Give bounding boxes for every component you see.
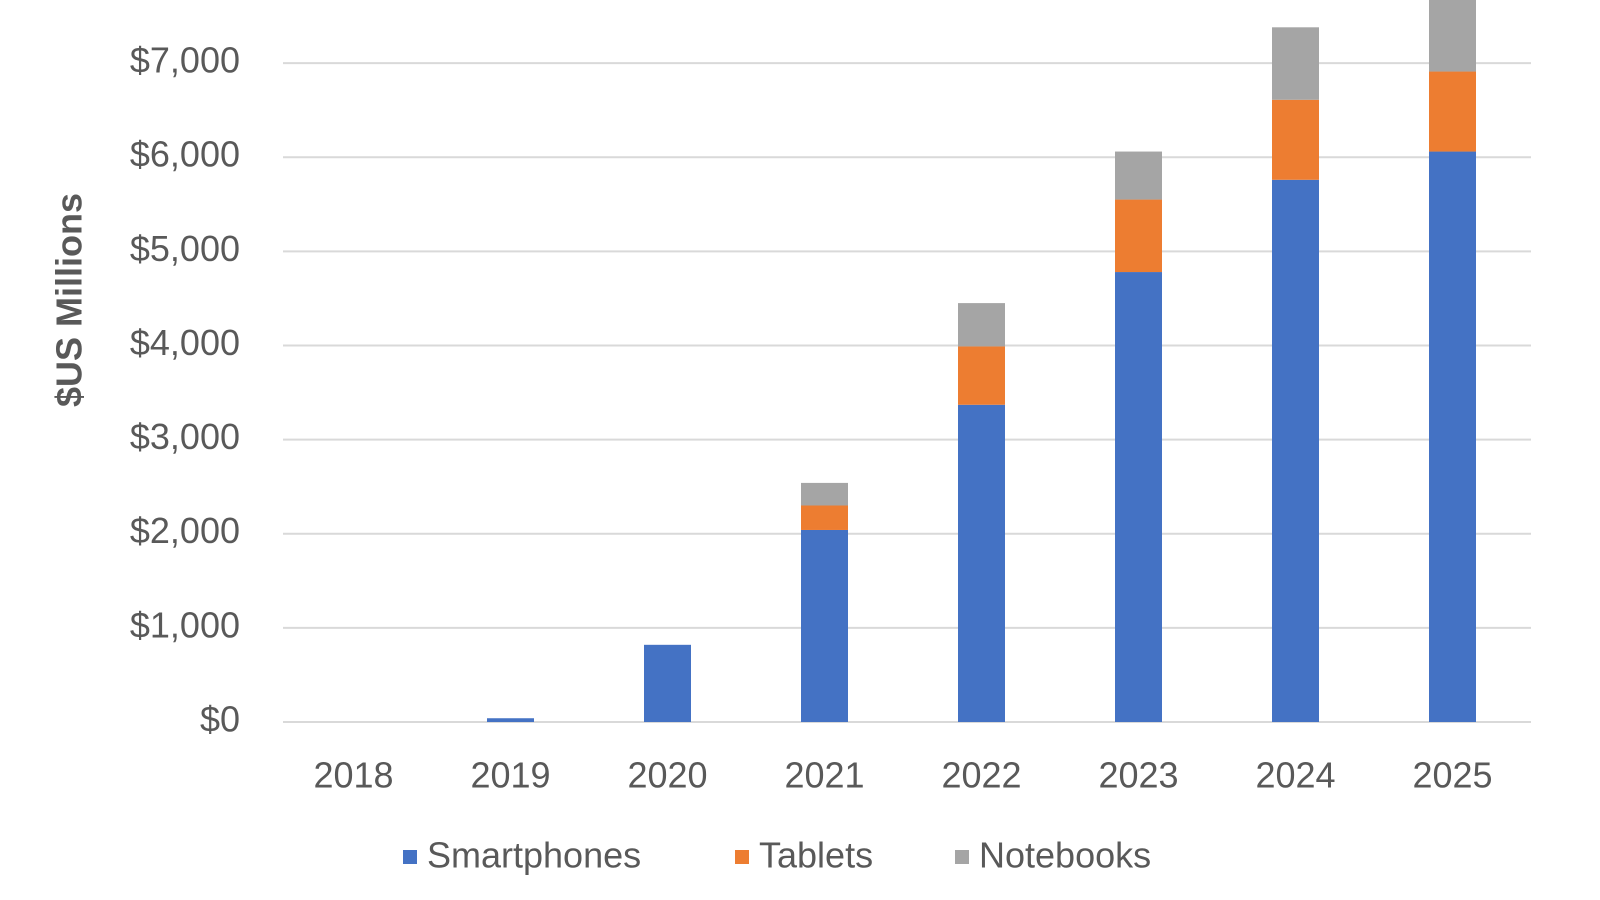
bar-segment (958, 404, 1005, 722)
bars (487, 0, 1476, 723)
bar-segment (958, 303, 1005, 347)
bar-segment (1272, 179, 1319, 722)
bar-segment (958, 346, 1005, 405)
bar-segment (487, 718, 534, 722)
x-tick-label: 2019 (470, 755, 550, 796)
labels: $0 $1,000 $2,000 $3,000 $4,000 $5,000 $6,000 $7… (130, 40, 1493, 876)
x-tick-label: 2018 (313, 755, 393, 796)
y-tick-label: $3,000 (130, 416, 240, 457)
legend-swatch (955, 850, 969, 864)
x-tick-label: 2022 (941, 755, 1021, 796)
bar-segment (1429, 0, 1476, 72)
bar-segment (1115, 272, 1162, 722)
x-tick-label: 2025 (1412, 755, 1492, 796)
y-tick-label: $1,000 (130, 604, 240, 645)
legend-swatch (735, 850, 749, 864)
bar-segment (644, 644, 691, 722)
bar-segment (801, 529, 848, 722)
grid (283, 62, 1531, 723)
bar-segment (1429, 71, 1476, 152)
legend-label: Smartphones (427, 835, 641, 876)
y-tick-label: $4,000 (130, 322, 240, 363)
x-tick-label: 2024 (1255, 755, 1335, 796)
bar-segment (801, 505, 848, 530)
legend-swatch (403, 850, 417, 864)
y-tick-label: $0 (200, 699, 240, 740)
x-tick-label: 2021 (784, 755, 864, 796)
bar-segment (1272, 27, 1319, 100)
bar-segment (801, 482, 848, 506)
bar-segment (1272, 99, 1319, 180)
x-tick-label: 2023 (1098, 755, 1178, 796)
y-tick-label: $5,000 (130, 228, 240, 269)
bar-segment (1115, 151, 1162, 200)
y-tick-label: $6,000 (130, 134, 240, 175)
legend-label: Tablets (759, 835, 873, 876)
x-tick-label: 2020 (627, 755, 707, 796)
bar-segment (1429, 151, 1476, 723)
legend-label: Notebooks (979, 835, 1151, 876)
y-tick-label: $2,000 (130, 510, 240, 551)
bar-segment (1115, 199, 1162, 273)
y-tick-label: $7,000 (130, 40, 240, 81)
y-axis-label: $US Millions (49, 193, 90, 407)
